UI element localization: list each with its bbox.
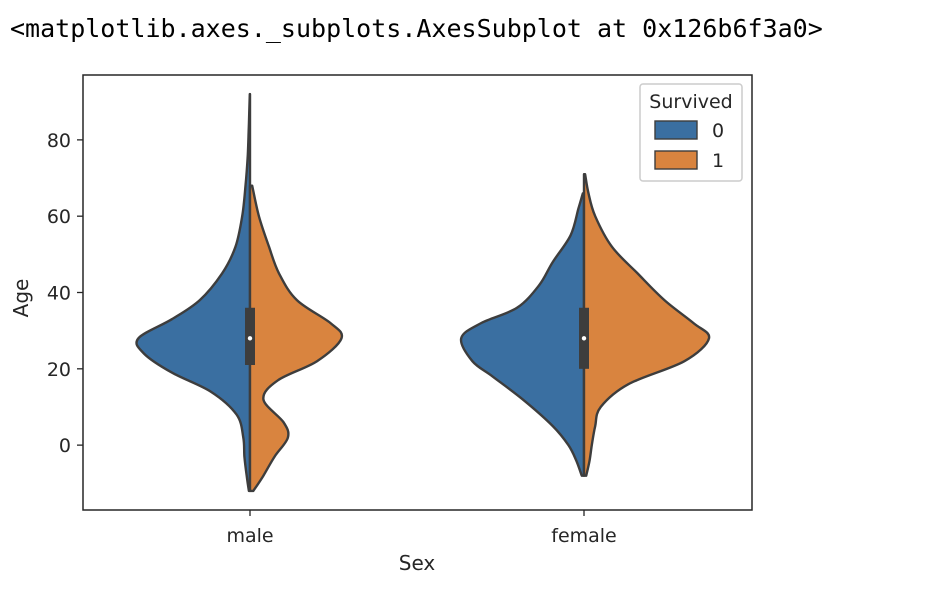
y-tick-label-40: 40 bbox=[47, 283, 71, 305]
y-tick-label-80: 80 bbox=[47, 130, 71, 152]
violin-median-female bbox=[581, 336, 587, 341]
violin-half-male-0 bbox=[135, 92, 252, 493]
y-tick-label-0: 0 bbox=[59, 435, 71, 457]
output-repr-text: <matplotlib.axes._subplots.AxesSubplot a… bbox=[10, 14, 823, 43]
violin-half-female-1 bbox=[582, 173, 711, 477]
legend: Survived 01 bbox=[639, 83, 743, 182]
x-tick-label-male: male bbox=[226, 525, 273, 547]
x-axis-label: Sex bbox=[399, 551, 436, 575]
violins-layer bbox=[135, 92, 711, 493]
y-axis-label: Age bbox=[9, 279, 33, 318]
legend-swatch-1 bbox=[654, 150, 698, 170]
violin-half-female-0 bbox=[459, 192, 586, 477]
violin-median-male bbox=[247, 336, 253, 341]
legend-entries: 01 bbox=[654, 120, 724, 172]
legend-title: Survived bbox=[649, 91, 732, 113]
x-tick-label-female: female bbox=[551, 525, 617, 547]
x-axis-ticks: male female bbox=[226, 510, 617, 547]
y-axis-ticks: 0 20 40 60 80 bbox=[47, 130, 83, 457]
y-tick-label-20: 20 bbox=[47, 359, 71, 381]
legend-label-1: 1 bbox=[712, 150, 724, 172]
legend-label-0: 0 bbox=[712, 120, 724, 142]
violin-half-male-1 bbox=[248, 184, 344, 493]
legend-swatch-0 bbox=[654, 120, 698, 140]
y-tick-label-60: 60 bbox=[47, 206, 71, 228]
